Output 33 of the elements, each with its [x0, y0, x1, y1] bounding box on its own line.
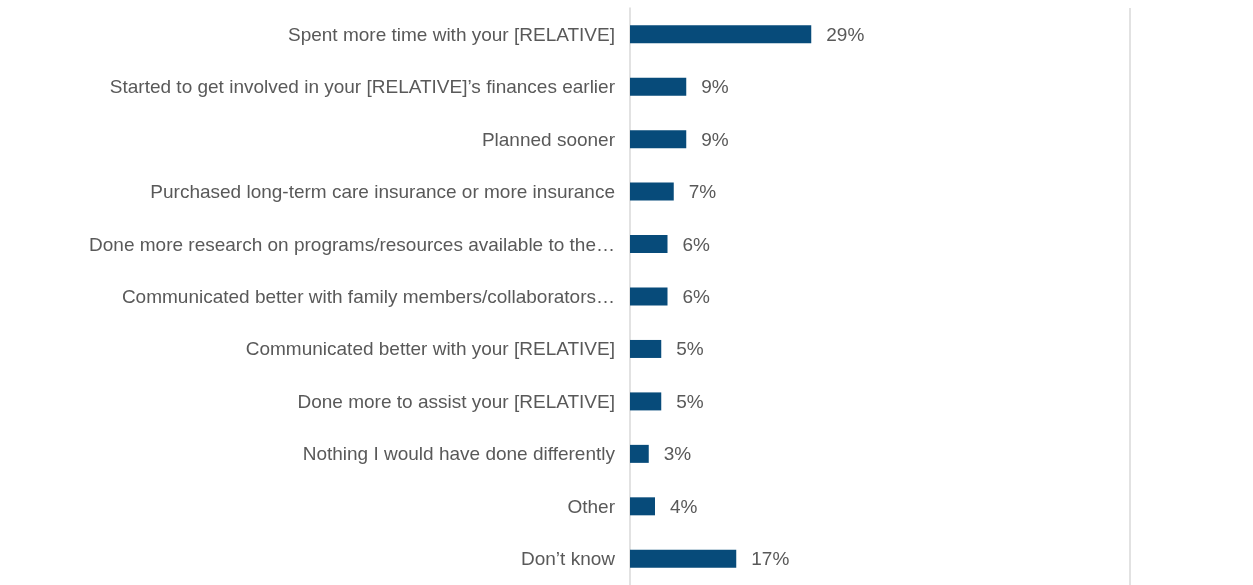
- data-label: 5%: [676, 390, 704, 412]
- data-label: 5%: [676, 338, 704, 360]
- y-tick-label: Started to get involved in your [RELATIVE]’s finances earlier: [109, 76, 616, 98]
- data-label: 17%: [751, 548, 790, 570]
- data-label: 7%: [688, 181, 717, 203]
- y-tick-label: Nothing I would have done differently: [302, 443, 616, 465]
- bar: [630, 497, 655, 516]
- data-label: 9%: [701, 128, 729, 150]
- bar: [630, 182, 674, 201]
- y-tick-label: Other: [567, 495, 616, 517]
- bar: [630, 77, 687, 96]
- bar: [630, 235, 668, 254]
- data-label: 9%: [701, 76, 729, 98]
- bar: [630, 130, 687, 149]
- bar: [630, 444, 649, 463]
- y-tick-label: Spent more time with your [RELATIVE]: [288, 23, 615, 45]
- bar: [630, 549, 737, 568]
- data-label: 6%: [682, 233, 711, 255]
- bar: [630, 25, 812, 44]
- bar: [630, 392, 662, 411]
- data-label: 6%: [682, 286, 711, 307]
- data-label: 4%: [670, 495, 698, 517]
- y-tick-label: Done more research on programs/resources available to the…: [89, 233, 615, 255]
- y-tick-label: Communicated better with your [RELATIVE]: [245, 338, 615, 360]
- bar: [630, 287, 668, 306]
- y-tick-label: Communicated better with family members/collaborators…: [121, 286, 615, 307]
- data-label: 3%: [663, 443, 692, 465]
- y-tick-label: Don’t know: [521, 548, 616, 570]
- y-tick-label: Purchased long-term care insurance or more insurance: [150, 181, 615, 203]
- bar: [630, 339, 662, 358]
- y-tick-label: Planned sooner: [481, 128, 616, 150]
- data-label: 29%: [826, 23, 865, 45]
- y-tick-label: Done more to assist your [RELATIVE]: [297, 390, 615, 412]
